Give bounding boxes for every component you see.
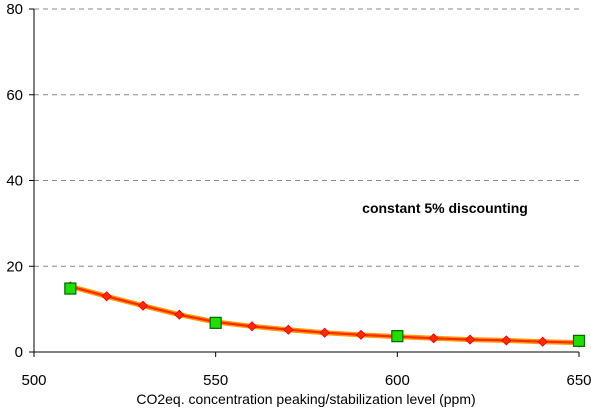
data-point-diamond	[174, 309, 185, 320]
y-tick-label: 20	[6, 258, 23, 275]
data-series	[64, 281, 586, 348]
y-tick-label: 80	[6, 1, 23, 18]
data-point-diamond	[464, 334, 476, 345]
grid-lines	[34, 8, 579, 267]
data-point-square	[64, 282, 77, 295]
x-tick-label: 500	[21, 372, 46, 389]
data-point-diamond	[355, 329, 367, 340]
data-point-square	[391, 330, 404, 343]
data-point-diamond	[137, 300, 149, 311]
data-point-diamond	[283, 324, 294, 335]
x-tick-label: 600	[385, 372, 410, 389]
y-tick-label: 0	[15, 344, 23, 361]
chart-annotation: constant 5% discounting	[362, 200, 528, 216]
data-point-diamond	[246, 321, 258, 332]
data-point-square	[209, 316, 222, 329]
data-point-square	[572, 334, 586, 347]
y-tick-label: 60	[6, 87, 23, 104]
x-tick-label: 550	[203, 372, 228, 389]
x-tick-label: 650	[566, 372, 591, 389]
x-axis-title: CO2eq. concentration peaking/stabilizati…	[136, 391, 475, 407]
data-point-diamond	[501, 335, 512, 346]
y-tick-label: 40	[6, 173, 23, 190]
data-point-diamond	[537, 336, 548, 347]
data-point-diamond	[101, 291, 112, 302]
axis-ticks: 0 20 40 60 80 500 550 600 650	[6, 1, 591, 389]
data-point-diamond	[319, 327, 330, 338]
data-point-diamond	[428, 333, 439, 344]
